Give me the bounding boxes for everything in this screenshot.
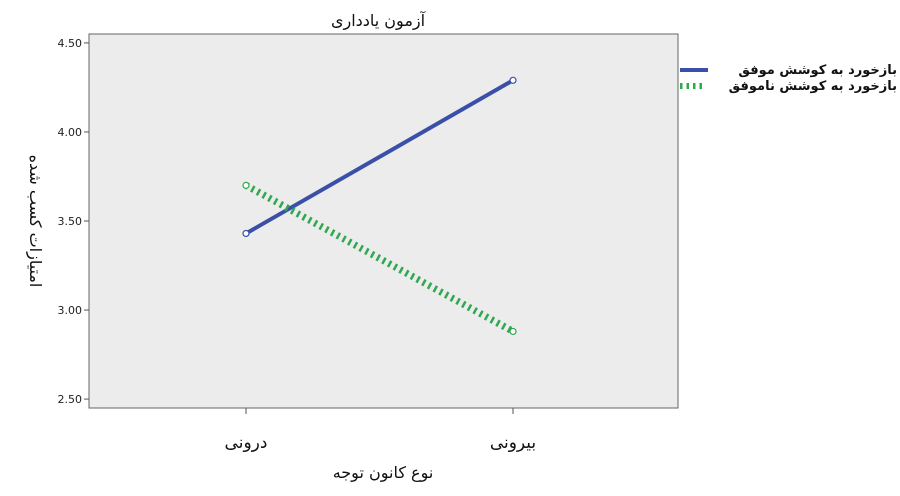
y-tick-label: 4.50 <box>58 37 83 50</box>
x-tick-label: بیرونی <box>490 433 536 453</box>
plot-area <box>88 33 679 409</box>
y-tick-label: 4.00 <box>58 126 83 139</box>
x-axis: درونی بیرونی <box>225 408 536 453</box>
y-tick-label: 3.00 <box>58 304 83 317</box>
series-1 <box>242 181 517 336</box>
series-line <box>244 182 515 335</box>
legend-label: بازخورد به کوشش ناموفق <box>729 79 897 94</box>
data-point <box>242 229 250 238</box>
chart-title: آزمون یادداری <box>331 11 427 31</box>
data-point <box>509 76 517 84</box>
legend-label: بازخورد به کوشش موفق <box>738 63 897 78</box>
y-axis: 2.50 3.00 3.50 4.00 4.50 <box>58 37 89 406</box>
data-point <box>509 327 517 336</box>
y-tick-label: 3.50 <box>58 215 83 228</box>
x-tick-label: درونی <box>225 433 268 453</box>
series-0 <box>242 76 517 238</box>
series-line <box>245 78 514 236</box>
data-point <box>242 181 250 189</box>
y-axis-label: امتیازات کسب شده <box>25 155 45 288</box>
series-layer <box>242 76 517 336</box>
y-tick-label: 2.50 <box>58 393 83 406</box>
x-axis-label: نوع کانون توجه <box>333 463 434 483</box>
